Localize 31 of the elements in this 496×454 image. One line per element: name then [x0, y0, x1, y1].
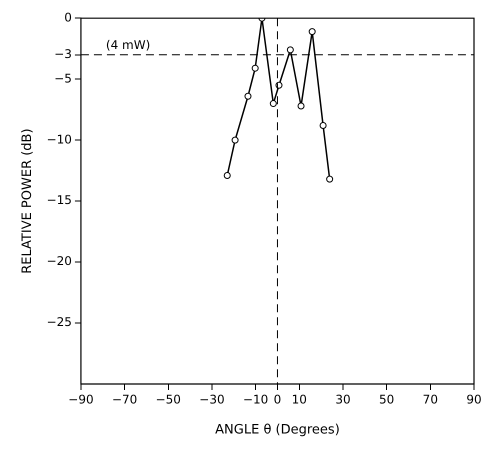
point: [232, 136, 239, 144]
x-tick-label: 50: [379, 392, 394, 406]
x-tick-label: −70: [112, 392, 138, 406]
x-tick-label: 0: [274, 392, 282, 406]
point: [308, 28, 316, 36]
y-tick-label: −25: [46, 315, 72, 330]
y-tick-label: −5: [54, 71, 72, 86]
y-tick-label: −10: [46, 132, 72, 146]
x-tick-label: 70: [422, 392, 438, 406]
x-tick-label: 10: [292, 392, 307, 406]
point: [326, 176, 334, 183]
point: [270, 100, 277, 108]
x-axis-title: ANGLE θ (Degrees): [215, 422, 340, 438]
y-tick-label: 0: [64, 10, 72, 24]
x-tick-label: −90: [68, 392, 94, 406]
y-tick-label: −15: [46, 193, 72, 208]
point: [224, 172, 231, 179]
x-tick-label: −50: [156, 392, 181, 406]
point: [252, 64, 259, 72]
point: [286, 46, 294, 54]
y-axis-title: RELATIVE POWER (dB): [20, 128, 36, 274]
x-tick-label: −30: [199, 392, 225, 406]
point: [298, 102, 305, 110]
ref-line-label: (4 mW): [106, 38, 150, 52]
point: [244, 92, 252, 100]
y-tick-label: −3: [54, 46, 72, 61]
x-tick-label: 30: [335, 392, 351, 406]
y-tick-label: −20: [46, 254, 72, 268]
point: [320, 122, 327, 129]
x-tick-label: −10: [242, 392, 268, 406]
x-tick-label: 90: [466, 392, 482, 406]
